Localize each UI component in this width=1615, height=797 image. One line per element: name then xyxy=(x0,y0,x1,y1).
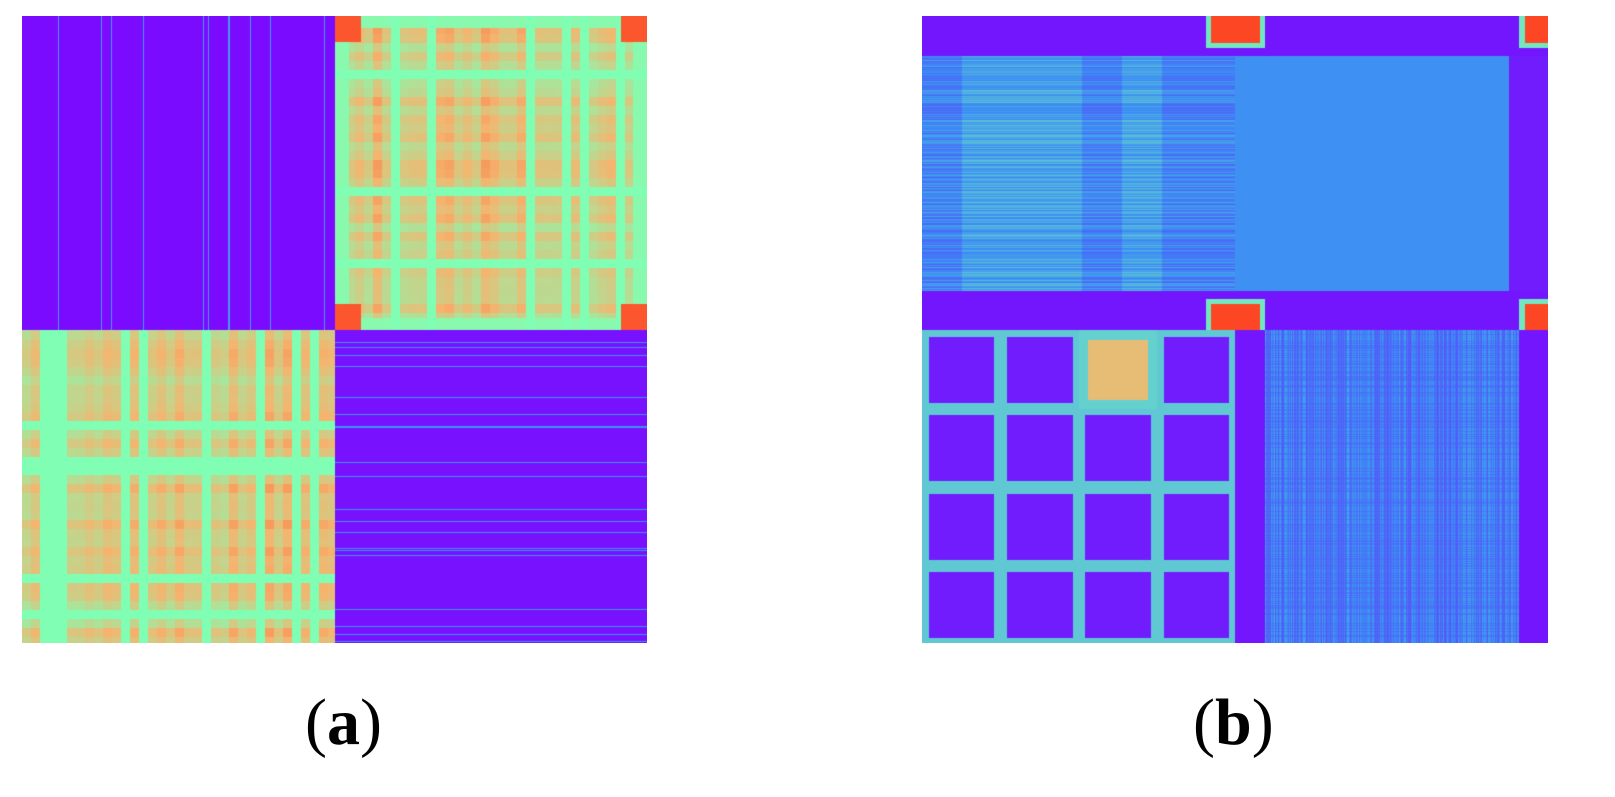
caption-b-open: ( xyxy=(1193,686,1215,759)
heatmap-panel-b xyxy=(922,16,1548,643)
caption-a-letter: a xyxy=(326,686,360,759)
heatmap-b xyxy=(922,16,1548,643)
caption-b-close: ) xyxy=(1251,686,1274,759)
heatmap-panel-a xyxy=(22,16,647,643)
caption-b-letter: b xyxy=(1214,686,1252,759)
caption-a: (a) xyxy=(305,690,382,756)
caption-a-open: ( xyxy=(305,686,327,759)
caption-b: (b) xyxy=(1193,690,1274,756)
caption-a-close: ) xyxy=(359,686,382,759)
heatmap-a xyxy=(22,16,647,643)
